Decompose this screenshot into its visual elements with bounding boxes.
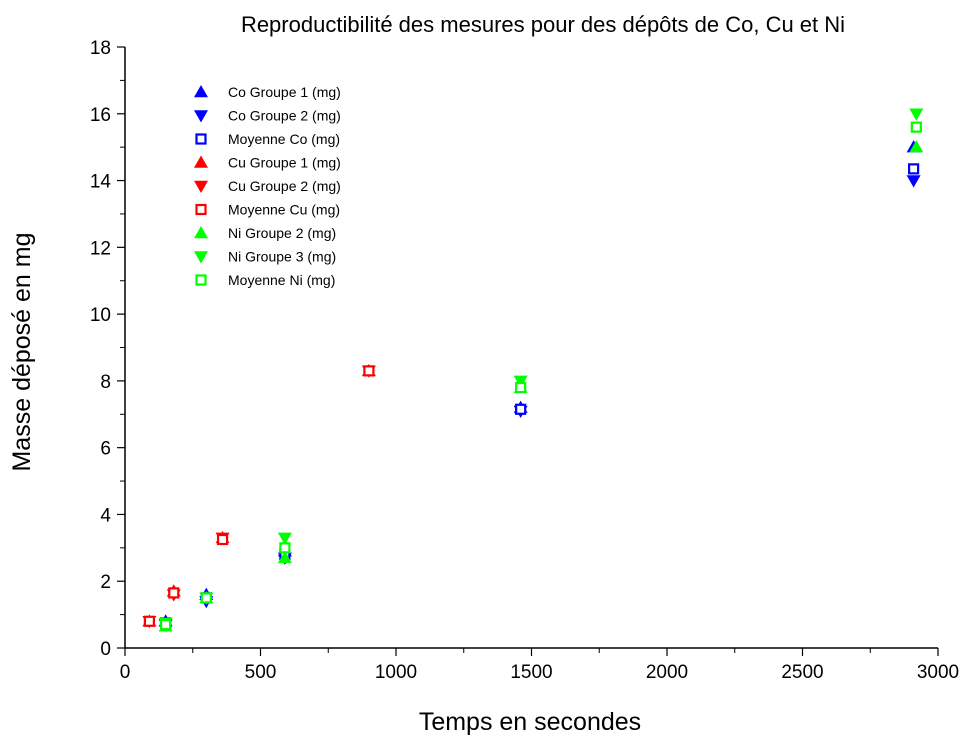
legend-marker — [194, 251, 208, 264]
x-tick-label: 500 — [245, 662, 277, 683]
data-point — [515, 381, 527, 394]
legend-marker — [194, 155, 208, 168]
data-point — [143, 615, 155, 627]
x-axis-label: Temps en secondes — [419, 708, 641, 736]
data-point — [363, 365, 375, 377]
legend-label: Ni Groupe 3 (mg) — [228, 249, 336, 265]
legend-marker — [194, 110, 208, 123]
legend-label: Moyenne Co (mg) — [228, 131, 340, 147]
x-tick-label: 1500 — [510, 662, 552, 683]
legend-label: Moyenne Ni (mg) — [228, 272, 335, 288]
legend-label: Cu Groupe 2 (mg) — [228, 178, 341, 194]
legend-marker — [195, 133, 207, 145]
y-tick-label: 18 — [90, 38, 111, 59]
data-point — [906, 175, 921, 188]
legend-marker — [195, 274, 207, 286]
y-tick-label: 2 — [100, 572, 111, 593]
y-tick-label: 10 — [90, 305, 111, 326]
legend: Co Groupe 1 (mg) Co Groupe 2 (mg) Moyenne … — [194, 84, 341, 288]
data-point — [515, 403, 527, 415]
legend-marker — [194, 226, 208, 239]
legend-label: Cu Groupe 1 (mg) — [228, 155, 341, 171]
y-tick-label: 12 — [90, 238, 111, 259]
data-point — [216, 533, 229, 546]
data-point — [277, 550, 292, 564]
legend-label: Co Groupe 1 (mg) — [228, 84, 341, 100]
data-point — [277, 532, 292, 545]
y-tick-label: 8 — [100, 372, 111, 393]
y-axis-label: Masse déposé en mg — [8, 232, 36, 471]
data-point — [200, 592, 212, 604]
data-point — [513, 375, 528, 388]
legend-marker — [194, 85, 208, 98]
legend-label: Moyenne Cu (mg) — [228, 202, 340, 218]
x-tick-label: 1000 — [375, 662, 417, 683]
x-tick-label: 2000 — [646, 662, 688, 683]
legend-marker — [195, 203, 207, 216]
x-tick-label: 0 — [120, 662, 131, 683]
x-tick-label: 2500 — [781, 662, 823, 683]
axes — [117, 46, 939, 656]
x-tick-label: 3000 — [917, 662, 959, 683]
y-tick-label: 16 — [90, 105, 111, 126]
chart-title: Reproductibilité des mesures pour des dé… — [241, 12, 845, 37]
data-points — [142, 108, 924, 632]
legend-label: Co Groupe 2 (mg) — [228, 108, 341, 124]
data-point — [168, 587, 180, 599]
data-point — [279, 542, 291, 554]
y-tick-label: 6 — [100, 439, 111, 460]
tick-labels: 0 500 1000 1500 2000 2500 3000 0 2 4 6 8 10 12 14 16 18 — [90, 38, 959, 683]
y-tick-label: 14 — [90, 172, 112, 193]
y-tick-label: 0 — [100, 639, 111, 660]
y-tick-label: 4 — [100, 505, 111, 526]
data-point — [908, 163, 920, 175]
data-point — [909, 140, 924, 153]
data-point — [909, 108, 924, 121]
legend-label: Ni Groupe 2 (mg) — [228, 225, 336, 241]
data-point — [910, 121, 922, 133]
legend-marker — [194, 180, 208, 193]
data-point — [160, 619, 172, 631]
